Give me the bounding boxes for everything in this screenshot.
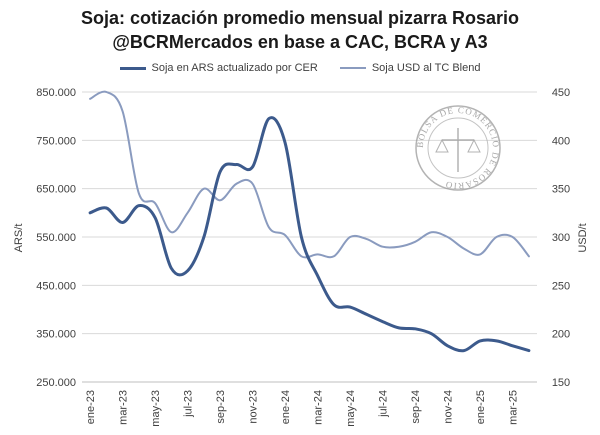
x-tick-label: mar-23 [118,390,130,425]
y-right-tick-label: 350 [552,184,570,196]
x-tick-label: may-24 [345,390,357,427]
legend-item-usd: Soja USD al TC Blend [339,62,481,74]
series-line-ars [88,116,531,353]
x-tick-label: jul-24 [378,390,390,418]
y-right-tick-label: 400 [552,135,570,147]
series-line-usd [89,90,530,259]
y-right-tick-label: 450 [552,87,570,99]
x-tick-label: sep-24 [410,390,422,424]
x-tick-label: may-23 [150,390,162,427]
x-tick-label: nov-24 [443,390,455,424]
grid-lines [82,91,537,383]
chart-subtitle: @BCRMercados en base a CAC, BCRA y A3 [112,32,488,52]
y-left-tick-label: 750.000 [36,135,76,147]
axes: 250.000 350.000 450.000 550.000 650.000 750.0… [36,87,570,427]
x-tick-label: jul-23 [183,390,195,418]
x-tick-label: ene-25 [475,390,487,424]
y-right-tick-label: 150 [552,377,570,389]
legend-label-usd: Soja USD al TC Blend [371,62,481,74]
x-tick-label: nov-23 [248,390,260,424]
y-left-tick-label: 550.000 [36,232,76,244]
x-tick-label: mar-25 [508,390,520,425]
legend-item-ars: Soja en ARS actualizado por CER [119,62,318,74]
x-tick-label: mar-24 [313,390,325,425]
series-lines [88,90,531,353]
y-left-tick-label: 250.000 [36,377,76,389]
y-right-tick-label: 250 [552,280,570,292]
y-axis-left-title: ARS/t [13,224,25,253]
x-tick-label: ene-24 [280,390,292,424]
chart-title: Soja: cotización promedio mensual pizarr… [80,8,520,28]
y-right-tick-label: 200 [552,329,570,341]
legend-label-ars: Soja en ARS actualizado por CER [151,62,318,74]
y-right-tick-label: 300 [552,232,570,244]
x-tick-label: sep-23 [215,390,227,424]
y-left-tick-label: 850.000 [36,87,76,99]
legend-swatch-ars [119,66,146,70]
chart-legend: Soja en ARS actualizado por CER Soja USD… [0,62,600,74]
y-left-tick-label: 450.000 [36,280,76,292]
legend-swatch-usd [339,67,366,69]
seal-watermark: BOLSA DE COMERCIO DE ROSARIO [415,105,501,191]
seal-emblem-pan-right [467,138,481,153]
y-left-tick-label: 650.000 [36,184,76,196]
x-tick-label: ene-23 [85,390,97,424]
y-axis-right-title: USD/t [577,223,589,252]
seal-emblem-pan-left [435,138,449,153]
y-left-tick-label: 350.000 [36,329,76,341]
seal-outer-ring [415,105,501,191]
seal-inner-ring [427,117,489,179]
